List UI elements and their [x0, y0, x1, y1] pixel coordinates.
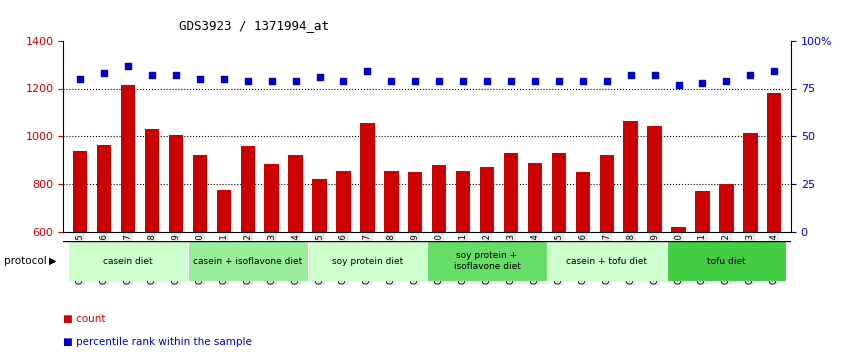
Bar [308, 241, 427, 281]
Point [217, 76, 231, 82]
Bar [547, 241, 667, 281]
Text: casein + tofu diet: casein + tofu diet [566, 257, 647, 266]
Point [169, 72, 183, 78]
Bar [432, 165, 447, 232]
Bar [336, 171, 350, 232]
Point [241, 78, 255, 84]
Bar [97, 145, 112, 232]
Text: protocol: protocol [4, 256, 47, 266]
Point [288, 78, 302, 84]
Point [193, 76, 206, 82]
Bar [188, 241, 308, 281]
Point [528, 78, 541, 84]
Point [481, 78, 494, 84]
Text: soy protein +
isoflavone diet: soy protein + isoflavone diet [453, 251, 520, 271]
Text: GDS3923 / 1371994_at: GDS3923 / 1371994_at [179, 19, 329, 33]
Bar [743, 133, 757, 232]
Point [97, 70, 111, 76]
Point [720, 78, 733, 84]
Bar [480, 167, 494, 232]
Point [456, 78, 470, 84]
Bar [600, 155, 614, 232]
Point [409, 78, 422, 84]
Point [313, 74, 327, 80]
Text: ■ percentile rank within the sample: ■ percentile rank within the sample [63, 337, 252, 347]
Point [146, 72, 159, 78]
Bar [427, 241, 547, 281]
Point [337, 78, 350, 84]
Bar [384, 171, 398, 232]
Point [121, 63, 135, 68]
Bar [360, 123, 375, 232]
Bar [73, 151, 87, 232]
Bar [575, 172, 590, 232]
Bar [145, 129, 159, 232]
Point [624, 72, 637, 78]
Bar [624, 121, 638, 232]
Point [360, 68, 374, 74]
Text: ▶: ▶ [49, 256, 57, 266]
Point [432, 78, 446, 84]
Point [744, 72, 757, 78]
Point [648, 72, 662, 78]
Bar [667, 241, 786, 281]
Bar [168, 135, 183, 232]
Point [576, 78, 590, 84]
Point [600, 78, 613, 84]
Bar [719, 184, 733, 232]
Bar [69, 241, 188, 281]
Point [504, 78, 518, 84]
Text: ■ count: ■ count [63, 314, 106, 324]
Text: casein + isoflavone diet: casein + isoflavone diet [193, 257, 302, 266]
Bar [240, 146, 255, 232]
Text: soy protein diet: soy protein diet [332, 257, 403, 266]
Bar [193, 155, 207, 232]
Bar [408, 172, 422, 232]
Bar [217, 190, 231, 232]
Bar [695, 191, 710, 232]
Bar [312, 179, 327, 232]
Point [672, 82, 685, 87]
Bar [288, 155, 303, 232]
Point [265, 78, 278, 84]
Bar [456, 171, 470, 232]
Bar [504, 153, 518, 232]
Bar [672, 227, 686, 232]
Point [74, 76, 87, 82]
Text: casein diet: casein diet [103, 257, 153, 266]
Bar [767, 93, 782, 232]
Bar [265, 164, 279, 232]
Point [552, 78, 566, 84]
Bar [647, 126, 662, 232]
Point [695, 80, 709, 86]
Bar [552, 153, 566, 232]
Point [767, 68, 781, 74]
Bar [528, 162, 542, 232]
Bar [121, 85, 135, 232]
Point [385, 78, 398, 84]
Text: tofu diet: tofu diet [707, 257, 745, 266]
